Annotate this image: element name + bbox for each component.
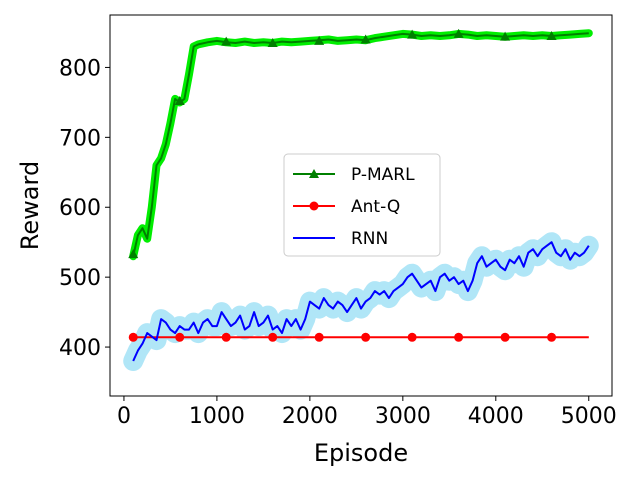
marker-ant-q [128,332,138,342]
y-axis-label: Reward [16,161,44,250]
marker-ant-q [547,332,557,342]
y-tick-label: 500 [59,266,101,291]
marker-ant-q [314,332,324,342]
y-tick-label: 700 [59,126,101,151]
x-tick-label: 1000 [189,404,245,429]
x-tick-label: 4000 [468,404,524,429]
legend: P-MARL Ant-Q RNN [283,153,441,257]
marker-ant-q [268,332,278,342]
marker-p-marl [314,35,325,45]
marker-p-marl [128,249,139,259]
x-tick-label: 2000 [282,404,338,429]
legend-label-ant-q: Ant-Q [351,197,400,217]
marker-p-marl [174,95,185,105]
series-markers [128,28,557,342]
marker-ant-q [221,332,231,342]
marker-p-marl [360,34,371,44]
legend-box [283,153,441,257]
x-tick-label: 5000 [561,404,617,429]
x-tick-label: 3000 [375,404,431,429]
marker-ant-q [361,332,371,342]
x-axis-ticks: 0 1000 2000 3000 4000 5000 [117,396,617,429]
marker-p-marl [453,28,464,38]
y-axis-ticks: 400 500 600 700 800 [59,56,110,361]
marker-p-marl [221,36,232,46]
legend-label-rnn: RNN [351,229,388,249]
marker-ant-q [500,332,510,342]
y-tick-label: 400 [59,336,101,361]
marker-ant-q [454,332,464,342]
legend-marker-ant-q [309,201,319,211]
x-axis-label: Episode [314,439,408,467]
marker-p-marl [500,31,511,41]
plot-frame [109,14,613,397]
legend-marker-p-marl [309,169,319,178]
line-p-marl [132,32,589,257]
series-lines [132,32,590,362]
marker-ant-q [407,332,417,342]
marker-p-marl [267,37,278,47]
marker-ant-q [175,332,185,342]
line-rnn [132,241,590,362]
y-tick-label: 800 [59,56,101,81]
legend-label-p-marl: P-MARL [351,165,415,185]
marker-p-marl [407,29,418,39]
x-tick-label: 0 [117,404,131,429]
y-tick-label: 600 [59,196,101,221]
marker-p-marl [546,30,557,40]
